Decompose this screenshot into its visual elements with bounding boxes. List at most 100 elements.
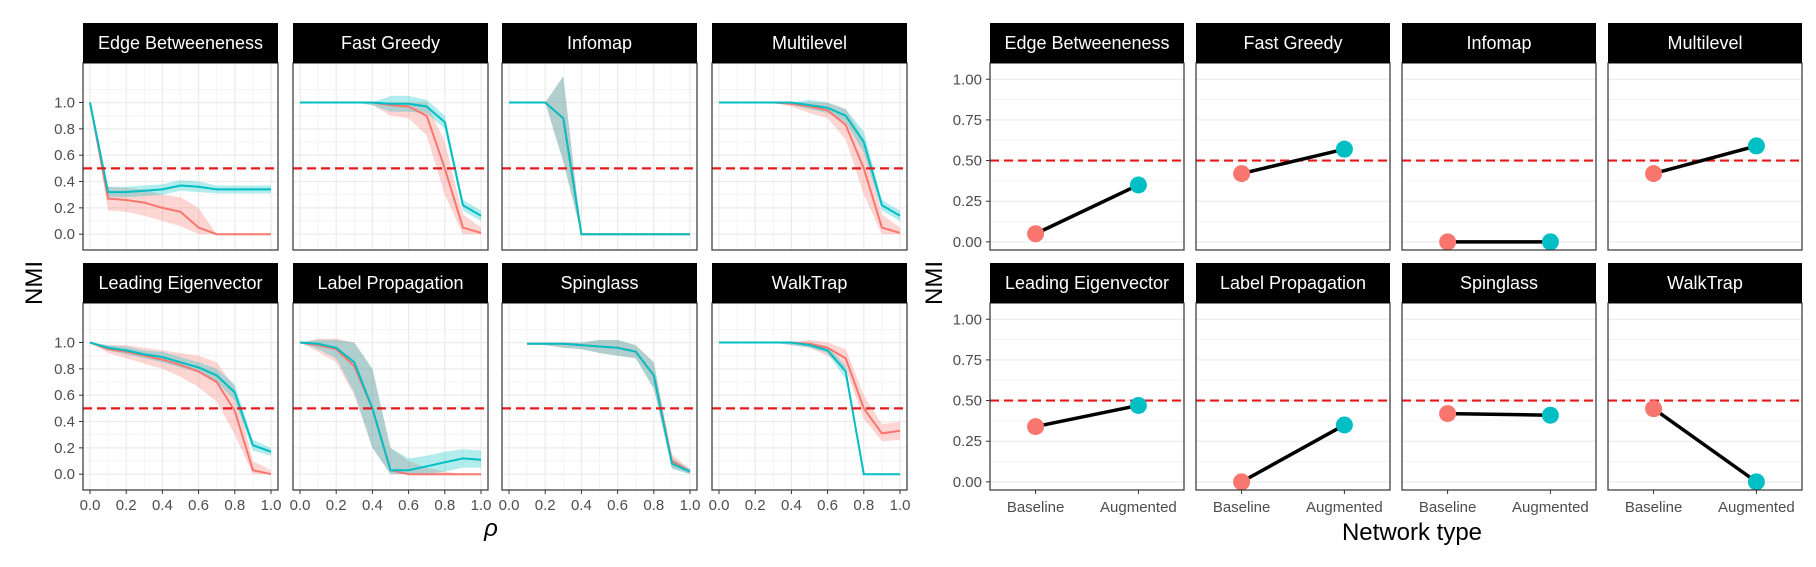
y-tick-label: 0.25 — [953, 193, 982, 210]
y-tick-label: 0.8 — [54, 361, 75, 378]
baseline-point — [1439, 405, 1457, 423]
y-tick-label: 0.2 — [54, 200, 75, 217]
connector-line — [1035, 403, 1139, 429]
x-tick-label: 0.8 — [224, 497, 245, 514]
y-tick-label: 0.50 — [953, 393, 982, 410]
series-line-augmented — [719, 101, 901, 217]
x-tick-label: 0.4 — [781, 497, 802, 514]
y-tick-label: 1.00 — [953, 71, 982, 88]
facet-strip — [293, 23, 488, 63]
facet-multilevel: Multilevel — [1607, 23, 1803, 251]
panel-background — [1196, 303, 1390, 490]
y-tick-label: 0.6 — [54, 387, 75, 404]
baseline-point — [1027, 225, 1045, 243]
x-tick-label: 0.2 — [116, 497, 137, 514]
x-tick-label: 0.4 — [152, 497, 173, 514]
series-line-baseline — [89, 102, 271, 236]
facet-title: Infomap — [567, 33, 632, 53]
connector-line — [1652, 407, 1758, 484]
connector-line — [1653, 144, 1757, 176]
y-tick-label: 0.50 — [953, 153, 982, 170]
left-x-axis-title: ρ — [483, 515, 498, 542]
facet-title: Leading Eigenvector — [98, 273, 262, 293]
facet-walktrap: WalkTrap Baseline Augmented — [1607, 263, 1803, 516]
panel-background — [1196, 63, 1390, 250]
facet-strip — [1608, 23, 1802, 63]
augmented-point — [1747, 473, 1765, 491]
x-tick-label: Baseline — [1419, 499, 1477, 516]
x-tick-label: 0.6 — [188, 497, 209, 514]
y-tick-label: 0.75 — [953, 352, 982, 369]
confidence-band-augmented — [300, 339, 481, 475]
facet-strip — [502, 263, 697, 303]
facet-spinglass: Spinglass Baseline Augmented — [1401, 263, 1597, 516]
panel-background — [1402, 63, 1596, 250]
augmented-point — [1335, 416, 1353, 434]
x-tick-label: 0.6 — [817, 497, 838, 514]
y-tick-label: 1.0 — [54, 95, 75, 112]
x-tick-label: 0.8 — [643, 497, 664, 514]
x-tick-label: Augmented — [1718, 499, 1795, 516]
series-line-augmented — [719, 341, 900, 476]
augmented-point — [1335, 140, 1353, 158]
facet-title: Spinglass — [560, 273, 638, 293]
facet-title: WalkTrap — [1667, 273, 1743, 293]
y-tick-label: 0.4 — [54, 174, 75, 191]
connector-line — [1240, 423, 1346, 484]
augmented-point — [1747, 137, 1765, 155]
facet-fast-greedy: Fast Greedy — [1195, 23, 1391, 251]
series-line-augmented — [300, 101, 482, 217]
facet-title: Label Propagation — [1220, 273, 1366, 293]
x-tick-label: Baseline — [1007, 499, 1065, 516]
facet-strip — [1402, 263, 1596, 303]
left-y-axis-title: NMI — [21, 261, 48, 305]
y-tick-label: 0.00 — [953, 474, 982, 491]
y-tick-label: 0.75 — [953, 112, 982, 129]
facet-edge-betweeneness: Edge Betweeneness 0.0 0.2 0.4 0.6 0.8 1.0 — [54, 23, 279, 251]
x-tick-label: 0.4 — [362, 497, 383, 514]
x-tick-label: Baseline — [1625, 499, 1683, 516]
series-line-augmented — [89, 102, 271, 194]
x-tick-label: 1.0 — [471, 497, 492, 514]
facet-strip — [1402, 23, 1596, 63]
line-chart-grid: Edge Betweeneness 0.0 0.2 0.4 0.6 0.8 1.0 Fast … — [54, 23, 910, 514]
x-tick-label: 0.0 — [709, 497, 730, 514]
facet-title: Multilevel — [1667, 33, 1742, 53]
facet-title: Multilevel — [772, 33, 847, 53]
series-line-baseline — [89, 341, 272, 476]
facet-strip — [83, 23, 278, 63]
baseline-point — [1645, 400, 1663, 418]
augmented-point — [1129, 396, 1147, 414]
baseline-point — [1645, 165, 1663, 183]
x-tick-label: Augmented — [1306, 499, 1383, 516]
right-y-axis-title: NMI — [921, 261, 948, 305]
x-tick-label: 0.0 — [80, 497, 101, 514]
confidence-band-baseline — [719, 339, 900, 442]
facet-title: Fast Greedy — [1243, 33, 1342, 53]
x-tick-label: 0.0 — [290, 497, 311, 514]
facet-strip — [1608, 263, 1802, 303]
facet-label-propagation: Label Propagation Baseline Augmented — [1195, 263, 1391, 516]
baseline-point — [1439, 233, 1457, 251]
confidence-band-baseline — [509, 76, 690, 235]
baseline-point — [1233, 473, 1251, 491]
facet-title: WalkTrap — [772, 273, 848, 293]
confidence-band-baseline — [90, 342, 271, 475]
facet-strip — [990, 263, 1184, 303]
facet-title: Fast Greedy — [341, 33, 440, 53]
confidence-band-baseline — [719, 102, 900, 235]
x-tick-label: 0.2 — [745, 497, 766, 514]
x-tick-label: Baseline — [1213, 499, 1271, 516]
augmented-point — [1541, 233, 1559, 251]
augmented-point — [1541, 406, 1559, 424]
facet-strip — [1196, 23, 1390, 63]
x-tick-label: Augmented — [1100, 499, 1177, 516]
y-tick-label: 0.2 — [54, 440, 75, 457]
baseline-point — [1233, 165, 1251, 183]
confidence-band-augmented — [527, 339, 690, 475]
y-tick-label: 0.4 — [54, 414, 75, 431]
facet-leading-eigenvector: Leading Eigenvector 0.00 0.25 0.50 0.75 1.00 B… — [953, 263, 1185, 516]
x-tick-label: Augmented — [1512, 499, 1589, 516]
facet-title: Label Propagation — [317, 273, 463, 293]
